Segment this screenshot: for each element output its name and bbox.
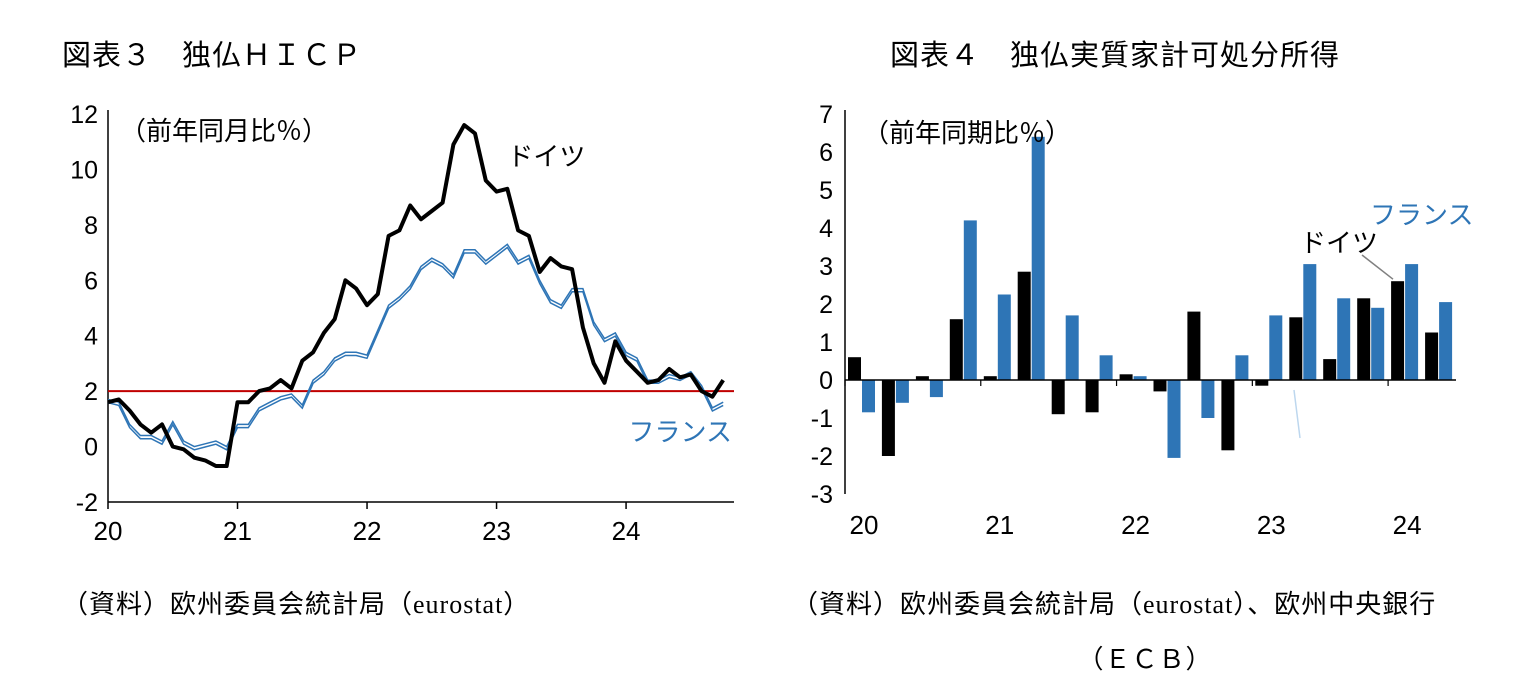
x-tick-label: 22: [353, 516, 382, 546]
y-tick-label: 6: [819, 139, 833, 167]
figure-4-section: 図表４ 独仏実質家計可処分所得 -3 -2 -1 0 1 2 3 4 5 6 7 20 21 22 23 24…: [788, 18, 1498, 676]
france-leader-line: [1293, 389, 1301, 439]
y-tick-label: -2: [76, 489, 98, 517]
figure-3-section: 図表３ 独仏ＨＩＣＰ -2 0 2 4 6 8 10 12 20 21 22 23 24 （前年同月比％）…: [58, 18, 768, 621]
germany-bar: [1153, 380, 1167, 392]
germany-bar: [1289, 317, 1303, 380]
france-bar: [1405, 264, 1419, 380]
france-bar: [1337, 298, 1351, 380]
x-tick-label: 22: [1121, 510, 1150, 540]
france-bar: [963, 220, 977, 380]
figure-4-source-line1: （資料）欧州委員会統計局（eurostat）、欧州中央銀行: [792, 590, 1437, 619]
france-bar: [1439, 302, 1453, 380]
y-tick-label: -3: [811, 481, 833, 509]
germany-bar: [1017, 271, 1031, 380]
y-tick-label: 6: [84, 267, 98, 295]
x-tick-label: 23: [482, 516, 511, 546]
y-tick-label: 2: [84, 378, 98, 406]
france-bar: [1065, 315, 1079, 380]
germany-label: ドイツ: [1300, 229, 1378, 258]
france-bar: [1099, 355, 1113, 380]
germany-label: ドイツ: [507, 142, 585, 171]
figure-4-source-line2: （ＥＣＢ）: [1077, 645, 1213, 674]
germany-bar: [1425, 332, 1439, 380]
germany-leader-line: [1361, 254, 1394, 280]
figure-3-title: 図表３ 独仏ＨＩＣＰ: [62, 40, 363, 72]
germany-bar: [1187, 311, 1201, 380]
x-tick-label: 23: [1257, 510, 1286, 540]
x-tick-label: 21: [985, 510, 1014, 540]
germany-bar: [1391, 281, 1405, 380]
y-tick-label: 12: [70, 101, 98, 129]
unit-label: （前年同期比％）: [863, 119, 1071, 148]
germany-bar: [1119, 374, 1133, 380]
figure-3-source: （資料）欧州委員会統計局（eurostat）: [62, 590, 531, 619]
y-tick-label: 2: [819, 291, 833, 319]
x-tick-label: 24: [1393, 510, 1422, 540]
figure-4-title: 図表４ 独仏実質家計可処分所得: [890, 40, 1341, 72]
france-line-inner: [107, 246, 724, 451]
germany-line: [107, 123, 725, 468]
y-tick-label: 0: [819, 367, 833, 395]
germany-bar: [1357, 298, 1371, 380]
y-tick-label: 5: [819, 177, 833, 205]
france-bar: [895, 380, 909, 403]
france-bar: [862, 380, 875, 413]
france-label: フランス: [1370, 201, 1473, 230]
y-tick-label: 4: [819, 215, 833, 243]
x-tick-label: 20: [94, 516, 123, 546]
france-label: フランス: [629, 418, 732, 447]
unit-label: （前年同月比％）: [120, 117, 328, 146]
germany-bar: [983, 376, 997, 380]
y-tick-label: 7: [819, 101, 833, 129]
y-tick-label: 4: [84, 323, 98, 351]
germany-bar: [1221, 380, 1235, 451]
france-bar: [1031, 136, 1045, 380]
y-tick-label: 8: [84, 212, 98, 240]
y-tick-label: 0: [84, 434, 98, 462]
france-line: [107, 243, 724, 448]
germany-bar: [1323, 359, 1337, 380]
france-bar: [1167, 380, 1181, 458]
x-tick-label: 21: [223, 516, 252, 546]
france-bar: [1269, 315, 1283, 380]
germany-bar: [881, 380, 895, 456]
france-bar: [1371, 307, 1385, 380]
france-bar: [1235, 355, 1249, 380]
france-bar: [1133, 376, 1147, 380]
y-tick-label: -2: [811, 443, 833, 471]
y-tick-label: 3: [819, 253, 833, 281]
germany-bar: [1255, 380, 1269, 386]
germany-bar: [915, 376, 929, 380]
germany-bar: [1051, 380, 1065, 415]
germany-bar: [848, 357, 861, 380]
y-tick-label: 10: [70, 156, 98, 184]
y-tick-label: 1: [819, 329, 833, 357]
x-tick-label: 24: [612, 516, 641, 546]
x-tick-label: 20: [850, 510, 879, 540]
germany-bar: [949, 319, 963, 380]
france-bar: [997, 294, 1011, 380]
france-bar: [1201, 380, 1215, 418]
y-tick-label: -1: [811, 405, 833, 433]
germany-bar: [1085, 380, 1099, 413]
france-bar: [1303, 264, 1317, 380]
france-bar: [929, 380, 943, 398]
